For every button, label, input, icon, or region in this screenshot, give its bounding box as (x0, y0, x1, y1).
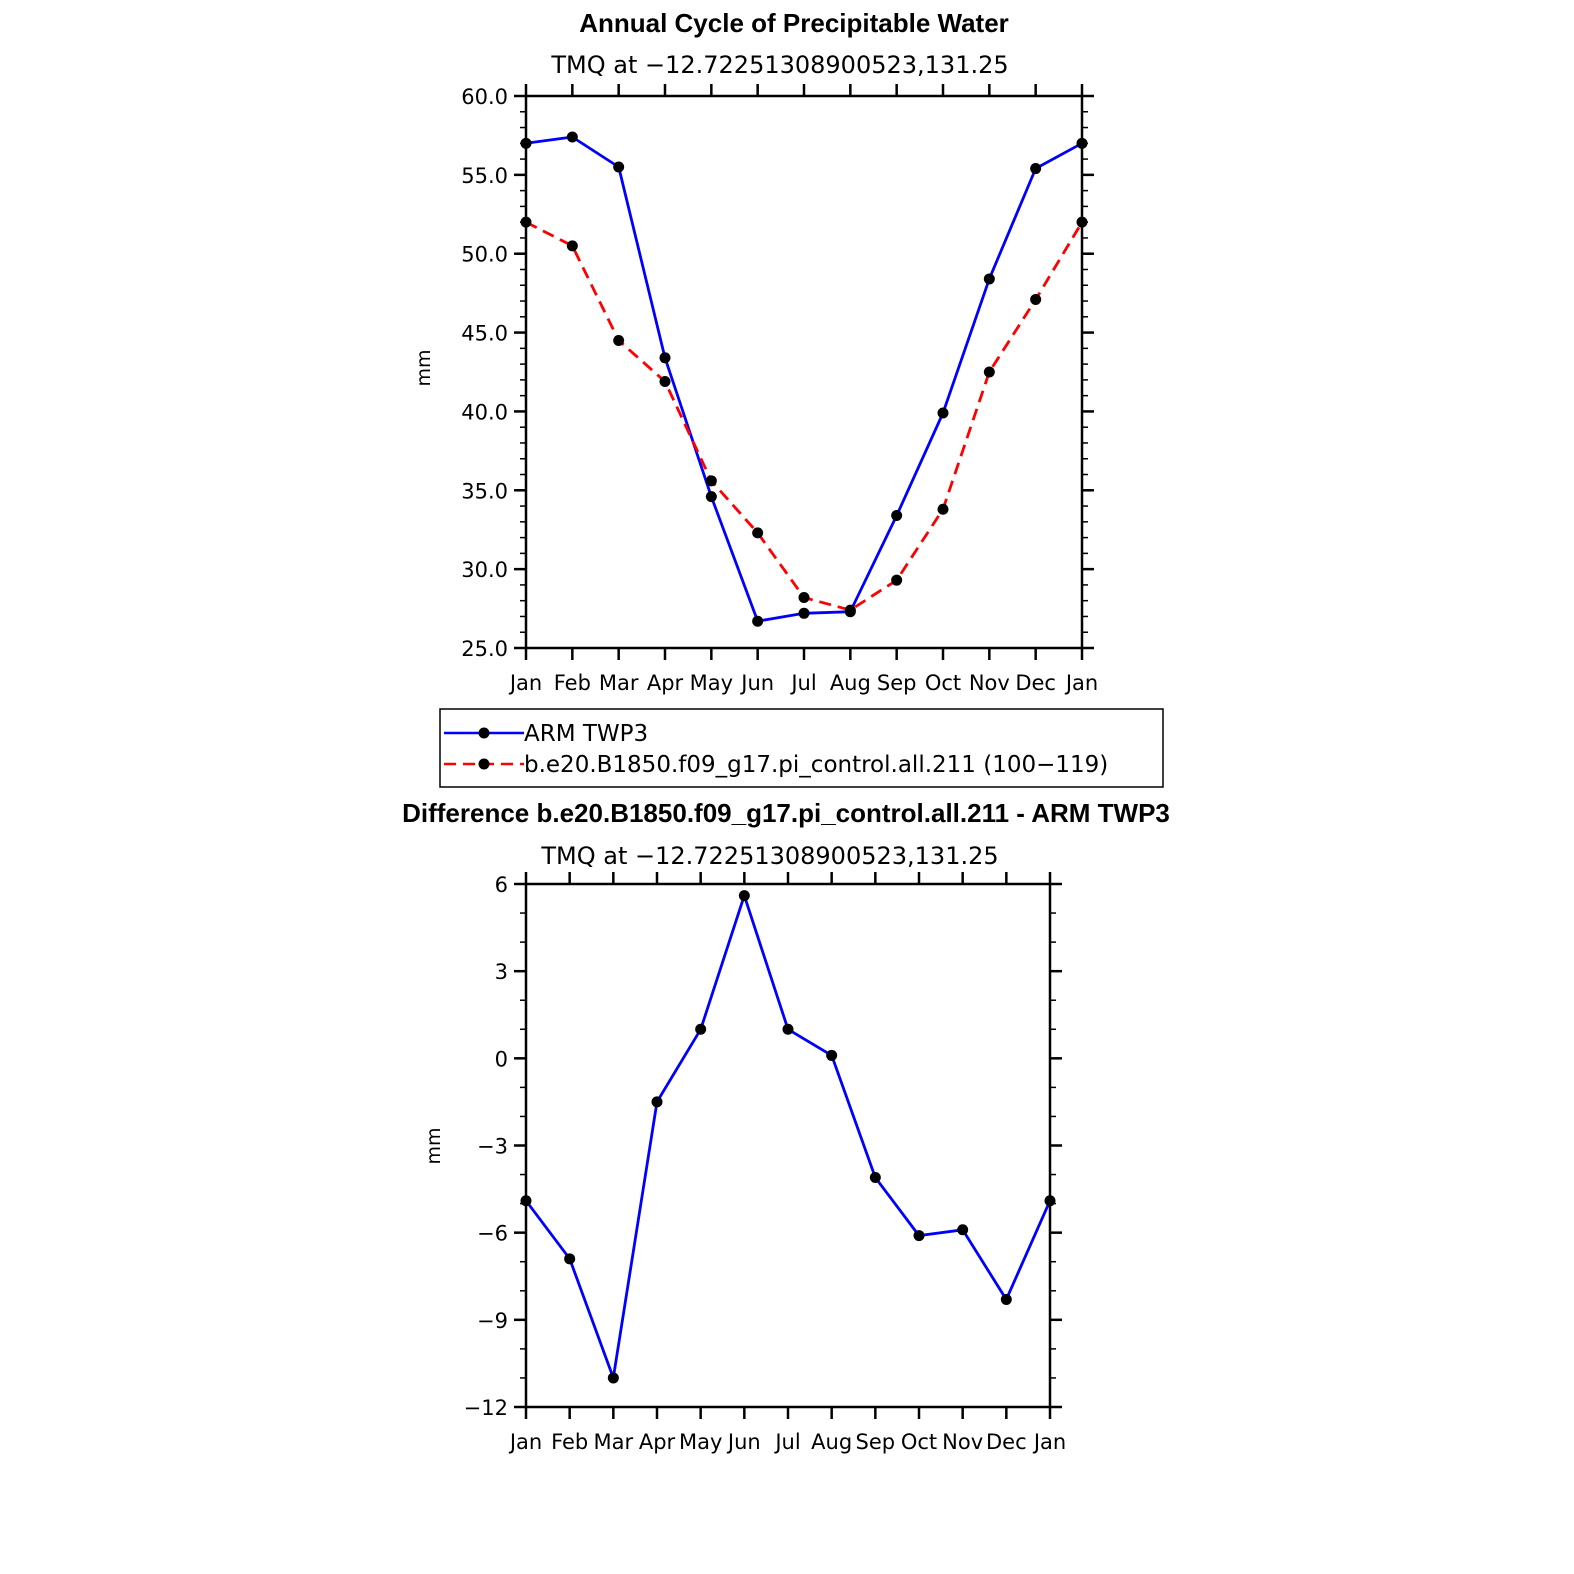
chart2-series-0-point (738, 890, 750, 902)
chart1-legend: ARM TWP3 b.e20.B1850.f09_g17.pi_control.… (439, 708, 1164, 788)
chart1-xtick-label: Jan (508, 671, 542, 695)
chart1-xtick-label: Jun (739, 671, 774, 695)
legend-marker-arm (478, 727, 490, 739)
chart2-series-0-point (651, 1096, 663, 1108)
chart1-xtick-label: Sep (877, 671, 917, 695)
chart2-subtitle: TMQ at −12.72251308900523,131.25 (540, 842, 998, 870)
chart1-xtick-label: Dec (1015, 671, 1056, 695)
legend-box (439, 708, 1164, 788)
chart1-xtick-label: Mar (599, 671, 639, 695)
chart2-xtick-label: Jan (1032, 1430, 1066, 1454)
legend-entry-model: b.e20.B1850.f09_g17.pi_control.all.211 (… (444, 752, 1108, 778)
chart2-xtick-label: Aug (811, 1430, 852, 1454)
chart2-ytick-label: 3 (495, 960, 508, 984)
chart2-xtick-label: May (679, 1430, 722, 1454)
chart2-ylabel: mm (423, 1127, 445, 1164)
legend-label-arm: ARM TWP3 (524, 721, 648, 747)
chart1-series-1-point (937, 503, 949, 515)
chart2-xtick-label: Jul (773, 1430, 800, 1454)
chart1-series-0-point (1030, 163, 1042, 175)
chart1-series-0-point (659, 352, 671, 364)
chart2-series-0-point (782, 1023, 794, 1035)
chart1-subtitle: TMQ at −12.72251308900523,131.25 (550, 51, 1008, 79)
legend-marker-model (478, 758, 490, 770)
chart2-ytick-label: −6 (477, 1222, 508, 1246)
chart2-xtick-label: Feb (551, 1430, 588, 1454)
chart1-series-1-point (1030, 293, 1042, 305)
chart2-series-0-point (957, 1224, 969, 1236)
chart1-series-1-point (705, 475, 717, 487)
chart2-series-line-0 (524, 894, 1052, 1380)
chart2-series-0-point (1000, 1293, 1012, 1305)
chart1-xtick-label: Apr (647, 671, 684, 695)
chart1-series-1-point (844, 604, 856, 616)
chart1-series-1-point (752, 527, 764, 539)
chart1-series-0-point (752, 615, 764, 627)
chart1-xtick-label: Jan (1064, 671, 1098, 695)
chart2-xtick-label: Jun (726, 1430, 761, 1454)
legend-label-model: b.e20.B1850.f09_g17.pi_control.all.211 (… (524, 752, 1108, 778)
chart1-title: Annual Cycle of Precipitable Water (579, 8, 1009, 38)
difference-chart: Difference b.e20.B1850.f09_g17.pi_contro… (402, 798, 1170, 1454)
chart1-ytick-label: 30.0 (461, 558, 508, 582)
chart2-title: Difference b.e20.B1850.f09_g17.pi_contro… (402, 798, 1170, 828)
chart1-series-1-point (983, 366, 995, 378)
chart2-xtick-label: Dec (986, 1430, 1027, 1454)
chart2-ytick-label: 0 (495, 1047, 508, 1071)
chart2-ytick-label: −12 (464, 1396, 508, 1420)
chart1-xtick-label: Aug (830, 671, 871, 695)
chart2-series-0-point (913, 1230, 925, 1242)
chart1-series-line-0 (525, 135, 1083, 623)
chart2-series-0-point (607, 1372, 619, 1384)
chart1-series-0-point (798, 607, 810, 619)
chart1-series-1-point (613, 334, 625, 346)
chart2-series-0-point (826, 1049, 838, 1061)
chart2-series-0-point (564, 1253, 576, 1265)
chart2-plot-frame (524, 882, 1052, 1409)
chart2-xtick-label: Mar (594, 1430, 634, 1454)
chart1-xtick-label: Oct (925, 671, 961, 695)
chart2-xtick-label: Jan (508, 1430, 542, 1454)
chart2-ytick-label: −3 (477, 1135, 508, 1159)
chart1-ylabel: mm (413, 349, 435, 386)
chart1-series-line-1 (525, 220, 1084, 612)
chart2-series-0-point (695, 1023, 707, 1035)
chart2-xtick-label: Apr (639, 1430, 676, 1454)
chart2-ytick-label: 6 (495, 873, 508, 897)
chart1-ytick-label: 50.0 (461, 243, 508, 267)
annual-cycle-chart: Annual Cycle of Precipitable Water TMQ a… (413, 8, 1098, 695)
chart2-xtick-label: Sep (856, 1430, 896, 1454)
chart1-ytick-label: 55.0 (461, 164, 508, 188)
chart1-series-1-point (891, 574, 903, 586)
chart1-series-0-point (983, 273, 995, 285)
chart1-series-0-point (566, 131, 578, 143)
chart2-series-0-point (869, 1171, 881, 1183)
chart1-ytick-label: 45.0 (461, 322, 508, 346)
chart1-series-0-point (937, 407, 949, 419)
legend-entry-arm: ARM TWP3 (444, 721, 648, 747)
chart1-series-0-point (705, 491, 717, 503)
chart1-series-1-point (798, 592, 810, 604)
chart2-ytick-label: −9 (477, 1309, 508, 1333)
chart1-ytick-label: 25.0 (461, 637, 508, 661)
chart1-ytick-label: 60.0 (461, 85, 508, 109)
chart1-series-1-point (566, 240, 578, 252)
chart1-plot-frame (524, 94, 1084, 650)
chart2-xtick-label: Nov (942, 1430, 983, 1454)
chart1-xtick-label: May (690, 671, 733, 695)
chart1-xtick-label: Jul (789, 671, 816, 695)
chart1-ytick-label: 40.0 (461, 400, 508, 424)
chart1-xtick-label: Nov (969, 671, 1010, 695)
chart1-series-0-point (891, 510, 903, 522)
chart1-series-1-point (659, 375, 671, 387)
chart2-xtick-label: Oct (901, 1430, 937, 1454)
chart1-series-0-point (613, 161, 625, 173)
chart1-xtick-label: Feb (554, 671, 591, 695)
chart1-ytick-label: 35.0 (461, 479, 508, 503)
